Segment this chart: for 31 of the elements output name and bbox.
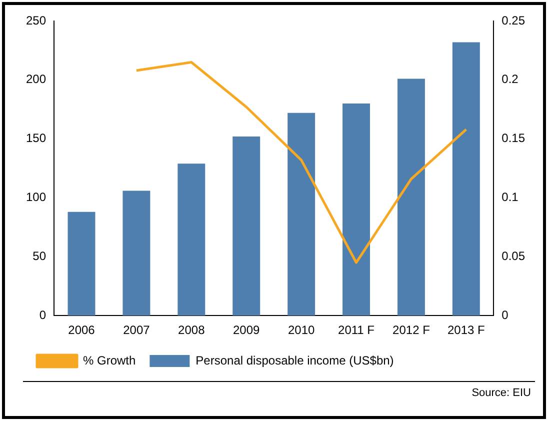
- bar: [232, 136, 260, 316]
- y2-tick-label: 0: [502, 308, 509, 322]
- y-tick-label: 250: [26, 13, 46, 28]
- bar: [397, 78, 425, 316]
- y-tick-label: 50: [32, 248, 46, 263]
- legend-label: Personal disposable income (US$bn): [196, 353, 394, 368]
- x-tick-label: 2007: [123, 323, 150, 338]
- y2-tick-label: 0.15: [502, 131, 526, 146]
- y2-tick-label: 0.05: [502, 248, 526, 263]
- x-tick-label: 2013 F: [447, 323, 485, 338]
- y2-tick-label: 0.1: [502, 190, 519, 204]
- y-tick-label: 100: [26, 190, 46, 204]
- legend-label: % Growth: [83, 353, 136, 368]
- y2-tick-label: 0.25: [502, 13, 526, 28]
- y-tick-label: 0: [39, 308, 46, 322]
- x-tick-label: 2010: [288, 323, 315, 338]
- bar: [342, 103, 370, 316]
- bar: [288, 112, 316, 316]
- y-tick-label: 150: [26, 131, 46, 146]
- x-tick-label: 2009: [233, 323, 260, 338]
- y-tick-label: 200: [26, 72, 46, 86]
- bar: [122, 190, 150, 316]
- bar: [452, 42, 480, 316]
- source-note: Source: EIU: [472, 387, 531, 399]
- x-tick-label: 2011 F: [338, 323, 374, 338]
- x-tick-label: 2012 F: [392, 323, 430, 338]
- bar: [178, 164, 206, 316]
- bar: [68, 212, 96, 316]
- y2-tick-label: 0.2: [502, 72, 519, 86]
- x-tick-label: 2008: [178, 323, 206, 338]
- x-tick-label: 2006: [68, 323, 96, 338]
